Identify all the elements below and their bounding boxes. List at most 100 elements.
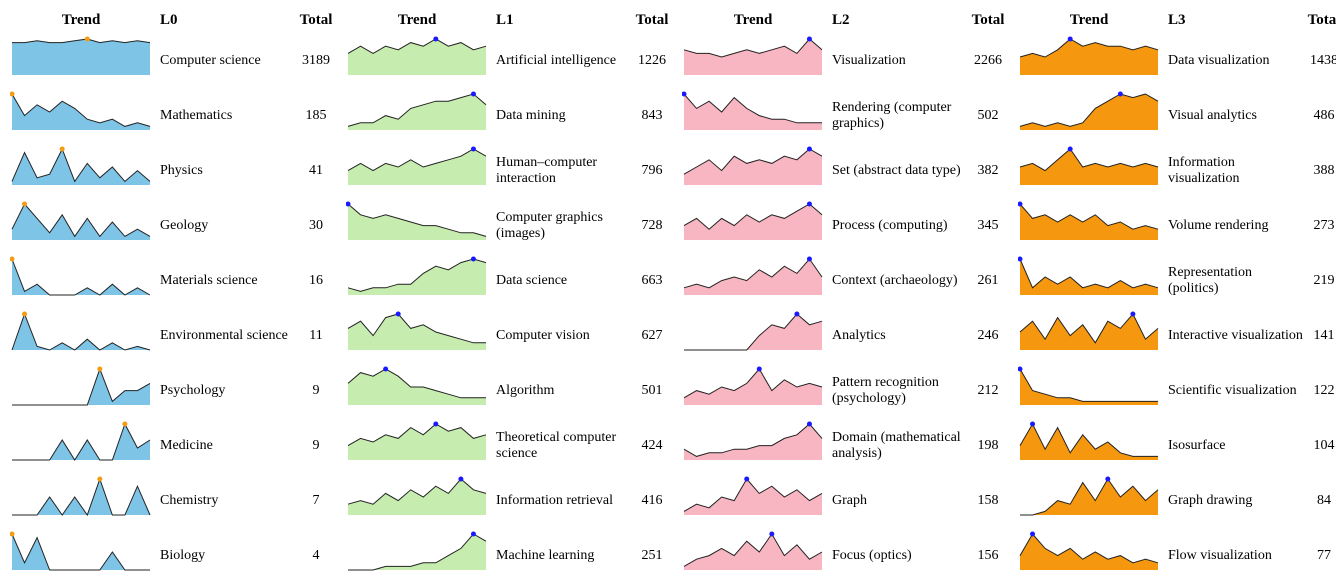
sparkline [1019, 311, 1159, 350]
sparkline [1018, 366, 1158, 405]
row-total: 246 [977, 328, 999, 343]
row-label: Set (abstract data type) [832, 163, 961, 178]
peak-dot [458, 476, 464, 482]
sparkline-line [683, 368, 823, 399]
sparkline [10, 256, 151, 296]
total-header: Total [971, 12, 1005, 28]
sparkline [683, 476, 823, 515]
peak-dot [383, 366, 389, 372]
peak-dot [1130, 311, 1136, 317]
sparkline-line [1019, 38, 1159, 58]
sparkline-line [347, 313, 486, 344]
row-total: 502 [977, 108, 999, 123]
sparkline-line [11, 533, 150, 571]
sparkline-line [347, 93, 487, 127]
sparkline-line [12, 38, 151, 44]
sparkline-line [347, 258, 487, 292]
sparkline-area [1020, 314, 1158, 350]
row-total: 9 [312, 383, 320, 398]
sparkline-area [12, 369, 150, 405]
peak-dot [97, 476, 103, 482]
row-label: Artificial intelligence [496, 53, 617, 68]
row-label: Environmental science [160, 328, 288, 343]
peak-dot [10, 256, 15, 262]
row-label: Computer vision [496, 328, 590, 343]
row-total: 212 [977, 383, 999, 398]
sparkline-area [348, 94, 486, 130]
row-label: Focus (optics) [832, 548, 912, 563]
row-total: 30 [309, 218, 323, 233]
peak-dot [470, 256, 476, 262]
row-label: Domain (mathematical analysis) [832, 430, 961, 461]
sparkline-area [348, 424, 486, 460]
peak-dot [22, 311, 28, 317]
sparkline [683, 421, 823, 460]
sparkline [11, 146, 151, 185]
peak-dot [744, 476, 750, 482]
peak-dot [470, 531, 476, 537]
row-total: 388 [1313, 163, 1335, 178]
peak-dot [10, 91, 15, 97]
row-total: 486 [1313, 108, 1335, 123]
sparkline-line [683, 38, 823, 58]
sparkline [1019, 146, 1159, 185]
peak-dot [1067, 36, 1073, 42]
row-label: Visualization [832, 53, 906, 68]
peak-dot [1030, 421, 1036, 427]
row-label: Mathematics [160, 108, 233, 123]
sparkline-line [1019, 203, 1159, 230]
sparkline-line [12, 367, 151, 406]
sparkline [12, 366, 151, 406]
sparkline-line [683, 203, 823, 230]
sparkline [347, 476, 487, 515]
sparkline-line [347, 148, 487, 172]
trend-header: Trend [397, 12, 437, 28]
peak-dot [10, 531, 15, 537]
row-label: Human–computer interaction [496, 155, 598, 186]
row-total: 3189 [302, 53, 330, 68]
peak-dot [59, 146, 65, 152]
row-label: Psychology [160, 383, 226, 398]
row-total: 261 [977, 273, 999, 288]
sparkline-area [684, 259, 822, 295]
sparkline [347, 91, 487, 130]
row-total: 158 [977, 493, 999, 508]
sparkline [347, 36, 487, 75]
row-label: Rendering (computer graphics) [832, 100, 952, 131]
peak-dot [682, 91, 687, 97]
row-label: Context (archaeology) [832, 273, 958, 288]
row-label: Data science [496, 273, 568, 288]
total-header: Total [635, 12, 669, 28]
level-header: L2 [832, 12, 850, 28]
peak-dot [84, 36, 90, 42]
row-total: 219 [1313, 273, 1335, 288]
sparkline [1019, 91, 1159, 130]
sparkline-area [1020, 259, 1158, 295]
peak-dot [1105, 476, 1111, 482]
row-total: 382 [977, 163, 999, 178]
peak-dot [806, 201, 812, 207]
row-label: Data visualization [1168, 53, 1270, 68]
sparkline [347, 256, 487, 295]
sparkline [682, 91, 822, 130]
row-total: 4 [312, 548, 320, 563]
sparkline [1019, 531, 1159, 570]
row-total: 1226 [638, 53, 666, 68]
sparkline-area [348, 534, 486, 570]
peak-dot [470, 146, 476, 152]
row-label: Data mining [496, 108, 566, 123]
trend-header: Trend [61, 12, 101, 28]
row-label: Physics [160, 163, 203, 178]
peak-dot [1018, 366, 1023, 372]
row-total: 122 [1313, 383, 1335, 398]
row-label: Scientific visualization [1168, 383, 1297, 398]
level-header: L3 [1168, 12, 1186, 28]
row-total: 843 [641, 108, 663, 123]
sparkline [683, 366, 823, 405]
peak-dot [122, 421, 128, 427]
sparkline [12, 36, 151, 75]
sparkline [11, 201, 151, 240]
row-total: 185 [305, 108, 327, 123]
sparkline-line [683, 148, 823, 175]
peak-dot [97, 366, 103, 372]
